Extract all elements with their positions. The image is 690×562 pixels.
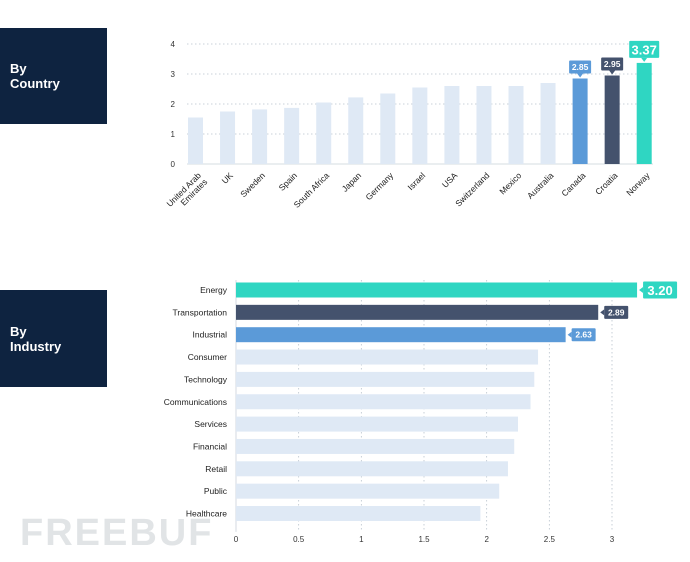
bar-united-arab-emirates	[188, 117, 203, 164]
x-tick-label: Australia	[525, 170, 556, 201]
panel-label-line1: By	[10, 323, 27, 339]
x-tick-label: USA	[440, 170, 460, 190]
data-label: 2.63	[575, 330, 592, 340]
bar-norway	[636, 62, 652, 164]
y-tick-label: Services	[194, 419, 227, 429]
y-tick-label: 4	[171, 40, 176, 49]
y-tick-label: Industrial	[193, 330, 228, 340]
y-tick-label: Consumer	[188, 352, 227, 362]
bar-communications	[236, 394, 531, 410]
data-label: 2.85	[572, 62, 589, 72]
x-tick-label: Germany	[363, 170, 395, 202]
data-label-box	[571, 328, 596, 342]
bar-services	[236, 416, 518, 432]
x-tick-label: 1.5	[418, 535, 430, 544]
bar-usa	[444, 86, 460, 164]
bar-uk	[220, 111, 236, 164]
y-tick-label: Transportation	[173, 307, 228, 317]
data-label-box	[601, 57, 624, 71]
x-tick-label: Spain	[277, 170, 300, 193]
x-tick-label: 3	[610, 535, 615, 544]
x-tick-label: Mexico	[497, 170, 523, 196]
bar-technology	[236, 371, 535, 387]
data-label: 2.89	[608, 307, 625, 317]
data-label-box	[569, 60, 592, 74]
panel-label-line2: Industry	[10, 338, 62, 354]
x-tick-label: Croatia	[593, 170, 620, 197]
y-tick-label: Communications	[164, 397, 227, 407]
by-country-panel: By Country	[0, 28, 107, 124]
data-label-box	[604, 305, 629, 319]
x-tick-label: 0	[234, 535, 239, 544]
x-tick-label: Canada	[559, 170, 587, 198]
y-tick-label: 1	[171, 130, 176, 139]
x-tick-label: Norway	[624, 170, 652, 198]
y-tick-label: 0	[171, 160, 176, 169]
x-tick-label: Israel	[405, 170, 427, 192]
x-tick-label: 2	[484, 535, 489, 544]
data-label-box	[629, 40, 660, 58]
data-label-pointer	[600, 309, 605, 316]
data-label: 2.95	[604, 59, 621, 69]
data-label-pointer	[577, 73, 584, 78]
bar-germany	[380, 93, 396, 164]
watermark: FREEBUF	[20, 512, 214, 554]
x-tick-label: United ArabEmirates	[164, 170, 209, 215]
x-tick-label: Japan	[340, 170, 364, 194]
x-tick-label: 1	[359, 535, 364, 544]
data-label: 3.20	[647, 283, 672, 298]
y-tick-label: Financial	[193, 441, 227, 451]
bar-spain	[284, 107, 300, 164]
y-tick-label: Public	[204, 486, 228, 496]
x-tick-label: 0.5	[293, 535, 305, 544]
bar-australia	[540, 83, 556, 164]
y-tick-label: Retail	[205, 464, 227, 474]
bar-mexico	[508, 86, 524, 164]
bar-japan	[348, 97, 364, 164]
x-tick-label: Switzerland	[453, 170, 491, 208]
y-tick-label: Energy	[200, 285, 228, 295]
bar-sweden	[252, 109, 268, 164]
data-label: 3.37	[632, 42, 657, 57]
bar-transportation	[236, 304, 599, 320]
bar-energy	[236, 282, 638, 298]
x-tick-label: UK	[220, 170, 236, 186]
bar-canada	[572, 78, 588, 164]
bar-financial	[236, 438, 515, 454]
by-industry-panel: By Industry	[0, 290, 107, 387]
bar-retail	[236, 461, 508, 477]
y-tick-label: 3	[171, 70, 176, 79]
bar-industrial	[236, 327, 566, 343]
industry-bar-chart: 0 0.5 1 1.5 2 2.5 3 Energy 3.20 Transportation 2.8…	[164, 280, 678, 544]
data-label-pointer	[609, 70, 616, 75]
bar-consumer	[236, 349, 539, 365]
bar-croatia	[604, 75, 620, 164]
data-label-pointer	[567, 331, 572, 338]
y-tick-label: Healthcare	[186, 509, 227, 519]
x-tick-label: Sweden	[238, 170, 267, 199]
bar-public	[236, 483, 500, 499]
panel-label-line1: By	[10, 61, 27, 76]
y-tick-label: Technology	[184, 374, 228, 384]
data-label-pointer	[641, 57, 648, 62]
panel-label-line2: Country	[10, 76, 60, 91]
data-label-pointer	[639, 287, 644, 293]
bar-israel	[412, 87, 428, 164]
data-label-box	[643, 281, 678, 299]
bar-healthcare	[236, 506, 481, 521]
bar-switzerland	[476, 86, 492, 164]
bar-south-africa	[316, 102, 332, 164]
y-tick-label: 2	[171, 100, 176, 109]
x-tick-label: 2.5	[544, 535, 556, 544]
